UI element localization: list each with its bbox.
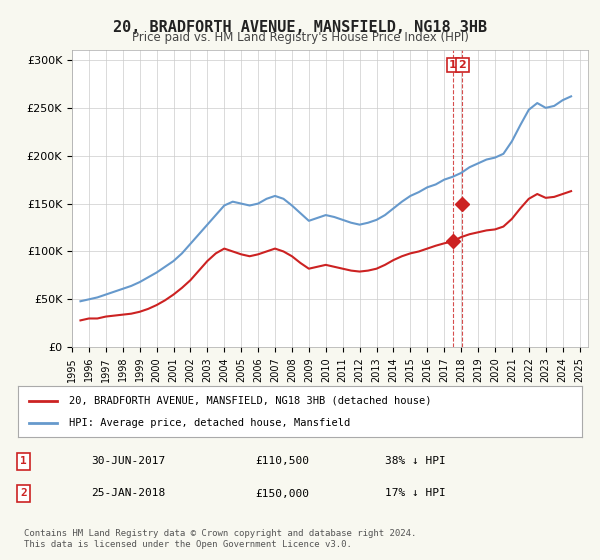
Text: 30-JUN-2017: 30-JUN-2017 — [91, 456, 166, 466]
Text: 20, BRADFORTH AVENUE, MANSFIELD, NG18 3HB: 20, BRADFORTH AVENUE, MANSFIELD, NG18 3H… — [113, 20, 487, 35]
Text: 2: 2 — [20, 488, 27, 498]
Text: 2: 2 — [458, 60, 466, 70]
Text: Price paid vs. HM Land Registry's House Price Index (HPI): Price paid vs. HM Land Registry's House … — [131, 31, 469, 44]
Text: £150,000: £150,000 — [255, 488, 309, 498]
Text: HPI: Average price, detached house, Mansfield: HPI: Average price, detached house, Mans… — [69, 418, 350, 428]
Text: 38% ↓ HPI: 38% ↓ HPI — [385, 456, 445, 466]
Text: 25-JAN-2018: 25-JAN-2018 — [91, 488, 166, 498]
Text: 20, BRADFORTH AVENUE, MANSFIELD, NG18 3HB (detached house): 20, BRADFORTH AVENUE, MANSFIELD, NG18 3H… — [69, 395, 431, 405]
Text: Contains HM Land Registry data © Crown copyright and database right 2024.
This d: Contains HM Land Registry data © Crown c… — [24, 529, 416, 549]
Text: 1: 1 — [449, 60, 457, 70]
Text: £110,500: £110,500 — [255, 456, 309, 466]
Text: 17% ↓ HPI: 17% ↓ HPI — [385, 488, 445, 498]
Text: 1: 1 — [20, 456, 27, 466]
